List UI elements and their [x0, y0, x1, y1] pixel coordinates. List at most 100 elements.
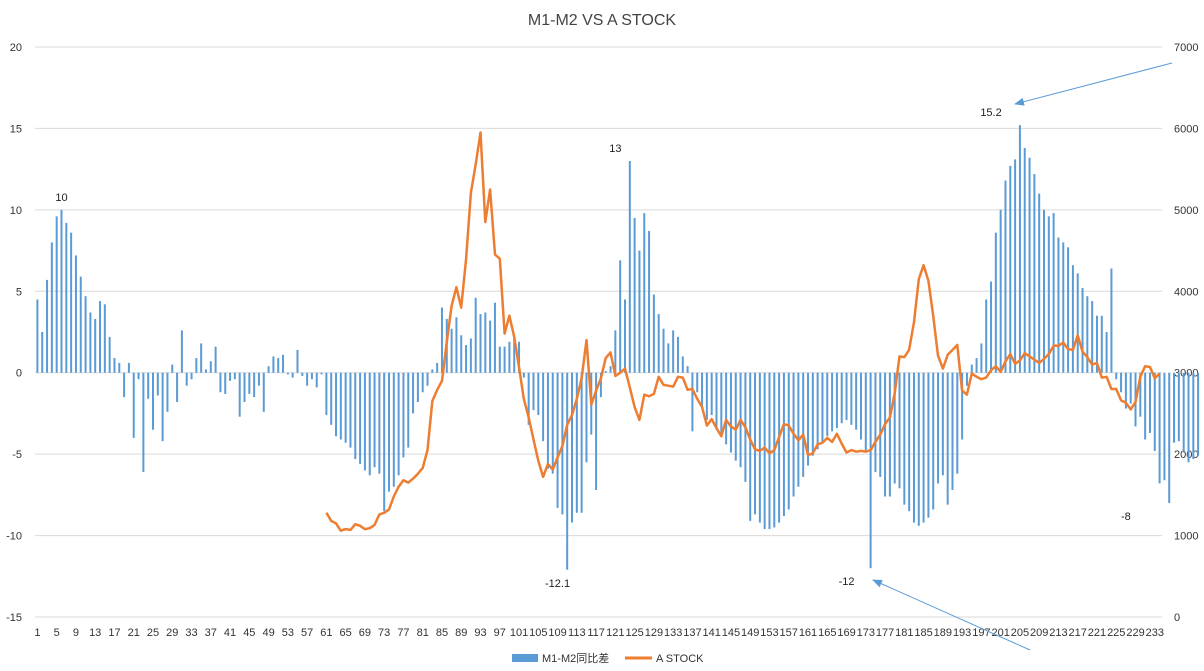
bar — [113, 358, 116, 373]
bar — [1110, 268, 1113, 373]
bar — [1057, 237, 1060, 373]
bar — [315, 372, 318, 388]
bar — [137, 372, 140, 380]
data-label: 13 — [609, 143, 621, 155]
bar — [585, 372, 588, 463]
bar — [604, 371, 607, 373]
bar — [503, 346, 506, 373]
bar — [359, 372, 362, 464]
bar — [60, 209, 63, 373]
bar — [1163, 372, 1166, 481]
bar — [662, 328, 665, 373]
bar — [970, 364, 973, 373]
x-tick-label: 181 — [895, 627, 913, 639]
x-tick-label: 73 — [378, 627, 390, 639]
x-tick-label: 41 — [224, 627, 236, 639]
bar — [378, 372, 381, 474]
x-tick-label: 193 — [953, 627, 971, 639]
bar — [768, 372, 771, 530]
bar — [484, 312, 487, 373]
x-tick-label: 153 — [760, 627, 778, 639]
bar — [455, 317, 458, 373]
bar — [195, 358, 198, 373]
bar — [1033, 174, 1036, 373]
bar — [248, 372, 251, 394]
x-tick-label: 109 — [548, 627, 566, 639]
x-tick-label: 225 — [1107, 627, 1125, 639]
bar — [94, 318, 97, 373]
y-right-tick-label: 3000 — [1174, 368, 1198, 380]
bar — [758, 372, 761, 523]
bar — [580, 372, 583, 513]
x-tick-label: 189 — [934, 627, 952, 639]
bar — [392, 372, 395, 487]
chart-title: M1-M2 VS A STOCK — [528, 12, 677, 29]
bar — [787, 372, 790, 510]
y-left-tick-label: -5 — [12, 449, 22, 461]
bar — [151, 372, 154, 430]
bar — [623, 299, 626, 373]
bar — [291, 372, 294, 378]
bar — [599, 372, 602, 398]
bar — [132, 372, 135, 438]
bar — [912, 372, 915, 523]
bar — [440, 307, 443, 373]
bar — [1124, 372, 1127, 409]
bar — [103, 304, 106, 373]
bar — [715, 372, 718, 430]
bar — [1095, 315, 1098, 373]
x-tick-label: 49 — [262, 627, 274, 639]
bar — [513, 338, 516, 373]
legend-label-line: A STOCK — [656, 653, 704, 665]
bar — [123, 372, 126, 398]
bar — [402, 372, 405, 458]
arrow-top-right — [1014, 62, 1173, 106]
bar — [619, 260, 622, 373]
x-tick-label: 13 — [89, 627, 101, 639]
x-tick-label: 65 — [340, 627, 352, 639]
x-tick-label: 89 — [455, 627, 467, 639]
bar — [648, 231, 651, 373]
bar — [864, 372, 867, 453]
bar — [874, 372, 877, 473]
bar — [1197, 372, 1200, 456]
bar — [339, 372, 342, 440]
x-tick-label: 217 — [1069, 627, 1087, 639]
bar — [701, 372, 704, 407]
y-right-tick-label: 4000 — [1174, 286, 1198, 298]
x-axis: 1 5 9 13 17 21 25 29 33 37 41 45 49 53 57 61 65 69 73 77 81 8… — [34, 627, 1164, 639]
bar — [262, 372, 265, 412]
bar — [821, 372, 824, 443]
y-left-tick-label: -10 — [6, 531, 22, 543]
x-tick-label: 9 — [73, 627, 79, 639]
bar — [903, 372, 906, 505]
bar — [985, 299, 988, 373]
bar — [980, 343, 983, 373]
bar — [633, 218, 636, 373]
bar — [55, 216, 58, 373]
x-tick-label: 45 — [243, 627, 255, 639]
x-tick-label: 173 — [857, 627, 875, 639]
bar — [368, 372, 371, 476]
x-tick-label: 61 — [320, 627, 332, 639]
bar — [498, 346, 501, 373]
bar — [176, 372, 179, 403]
bar — [431, 369, 434, 373]
bar — [676, 336, 679, 373]
bar — [522, 372, 525, 378]
bar — [643, 213, 646, 373]
annotations: 10 13 15.2 -12.1 -12 -8 — [55, 107, 1130, 590]
bar — [628, 161, 631, 373]
bar — [1081, 288, 1084, 373]
x-tick-label: 209 — [1030, 627, 1048, 639]
bar — [609, 366, 612, 373]
bar — [397, 372, 400, 476]
x-tick-label: 213 — [1049, 627, 1067, 639]
bar — [725, 372, 728, 445]
bar — [749, 372, 752, 521]
bar — [566, 372, 569, 570]
bar — [243, 372, 246, 403]
y-right-tick-label: 6000 — [1174, 123, 1198, 135]
bar — [1120, 372, 1123, 393]
